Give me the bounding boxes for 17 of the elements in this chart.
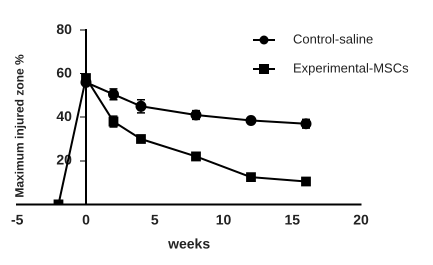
legend-label: Control-saline [293,32,374,47]
x-tick-label: 10 [216,212,232,228]
y-tick-label: 80 [56,20,86,37]
x-axis-title: weeks [167,235,210,252]
point [136,134,146,144]
x-tick-label: 5 [150,212,159,228]
legend-label: Experimental-MSCs [293,60,410,76]
x-tick-label: 15 [284,212,300,228]
x-tick-label: 20 [353,212,369,228]
y-tick-label: 60 [56,64,86,80]
y-axis-title: Maximum injured zone % [13,54,28,198]
point [301,176,311,186]
y-tick-label: 40 [56,108,86,124]
point [246,172,256,182]
x-tick-label: -5 [11,212,24,228]
point [191,152,201,162]
x-tick-label: 0 [82,212,90,228]
